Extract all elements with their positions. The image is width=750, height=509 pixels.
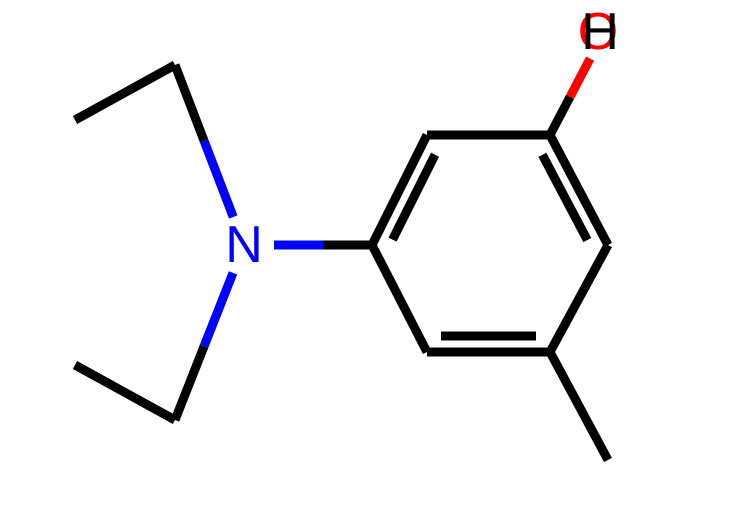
atom-label-n: N bbox=[225, 216, 263, 274]
bond-line bbox=[204, 273, 233, 347]
atom-label-oh: OH bbox=[578, 3, 619, 61]
bond-line bbox=[175, 65, 204, 141]
bond-line bbox=[175, 346, 204, 420]
bond-line bbox=[204, 141, 233, 217]
bond-line bbox=[550, 245, 608, 352]
bond-line bbox=[372, 245, 427, 352]
bond-line bbox=[75, 65, 175, 120]
bond-line bbox=[75, 365, 175, 420]
svg-text:H: H bbox=[581, 3, 619, 61]
bond-line bbox=[570, 59, 590, 97]
bond-line bbox=[550, 352, 608, 460]
molecule-diagram: N OH bbox=[0, 0, 750, 509]
bond-line bbox=[550, 97, 570, 135]
